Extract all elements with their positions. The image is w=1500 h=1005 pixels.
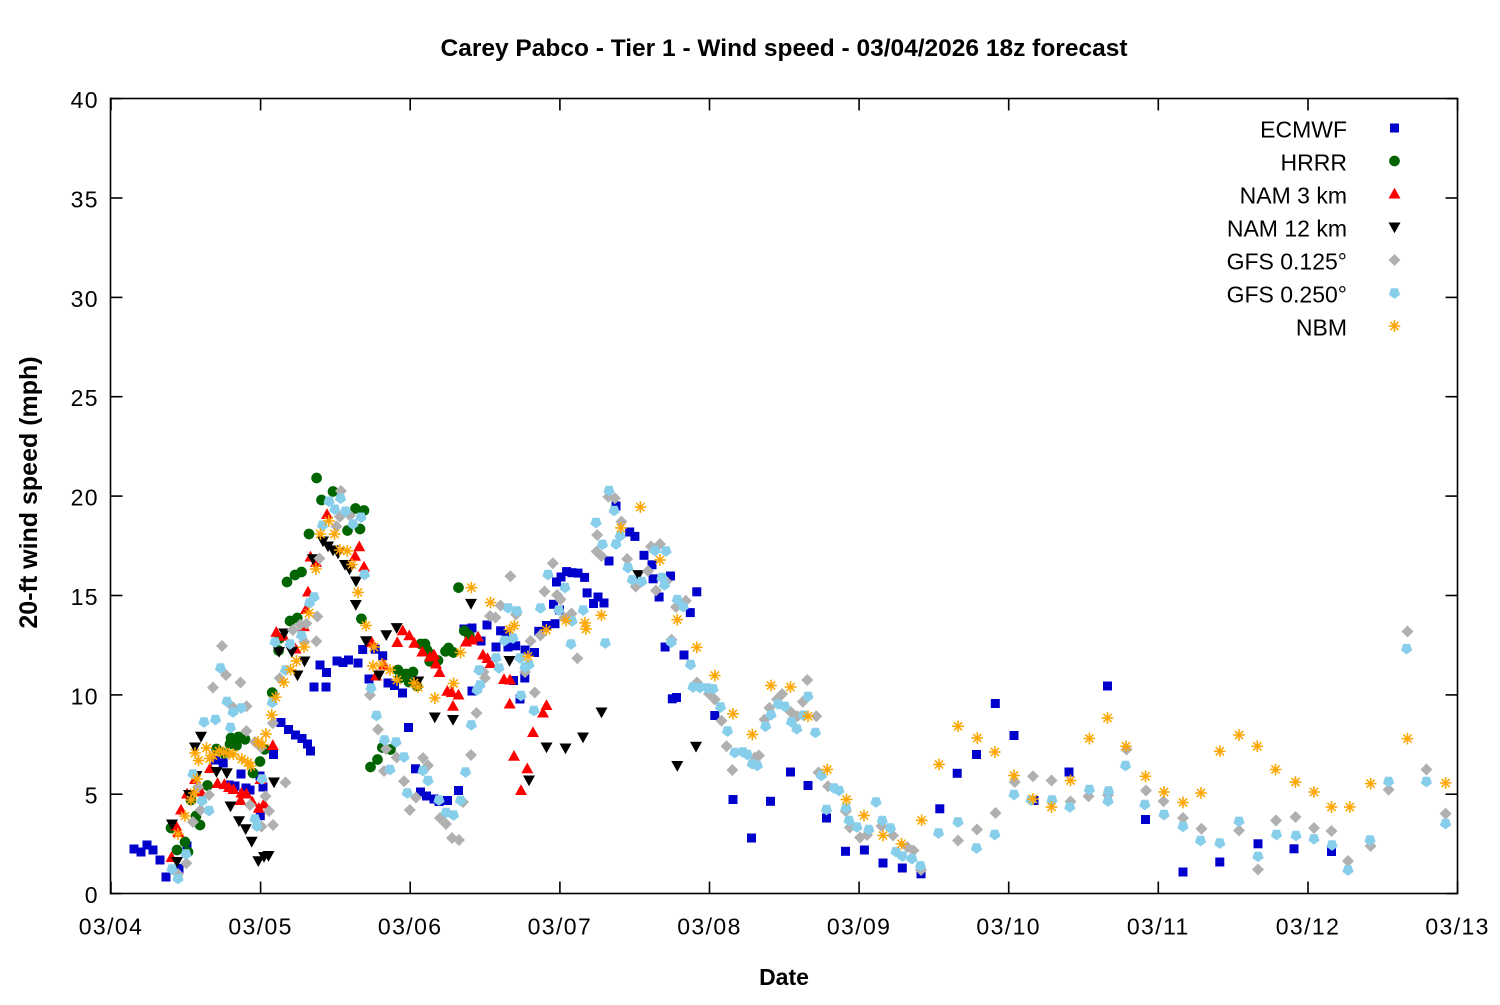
svg-text:03/04: 03/04 bbox=[79, 914, 144, 940]
svg-text:03/12: 03/12 bbox=[1276, 914, 1341, 940]
svg-text:20-ft wind speed (mph): 20-ft wind speed (mph) bbox=[15, 356, 43, 628]
svg-text:ECMWF: ECMWF bbox=[1260, 116, 1347, 142]
svg-text:GFS 0.125°: GFS 0.125° bbox=[1227, 248, 1347, 274]
svg-text:03/05: 03/05 bbox=[228, 914, 293, 940]
svg-text:Carey Pabco - Tier 1 - Wind sp: Carey Pabco - Tier 1 - Wind speed - 03/0… bbox=[441, 35, 1128, 62]
svg-text:25: 25 bbox=[71, 385, 99, 411]
svg-text:40: 40 bbox=[71, 87, 99, 113]
svg-text:GFS 0.250°: GFS 0.250° bbox=[1227, 281, 1347, 307]
svg-text:HRRR: HRRR bbox=[1281, 149, 1347, 175]
svg-text:03/10: 03/10 bbox=[976, 914, 1041, 940]
svg-text:03/09: 03/09 bbox=[827, 914, 892, 940]
svg-text:10: 10 bbox=[71, 683, 99, 709]
svg-text:03/13: 03/13 bbox=[1425, 914, 1490, 940]
svg-text:03/08: 03/08 bbox=[677, 914, 742, 940]
svg-text:03/06: 03/06 bbox=[378, 914, 443, 940]
svg-text:03/07: 03/07 bbox=[528, 914, 593, 940]
svg-text:03/11: 03/11 bbox=[1127, 914, 1190, 940]
svg-text:5: 5 bbox=[85, 783, 99, 809]
svg-text:0: 0 bbox=[85, 882, 99, 908]
svg-text:NAM 12 km: NAM 12 km bbox=[1227, 215, 1347, 241]
svg-text:NAM 3 km: NAM 3 km bbox=[1240, 182, 1347, 208]
svg-text:30: 30 bbox=[71, 286, 99, 312]
svg-text:NBM: NBM bbox=[1296, 314, 1347, 340]
svg-text:Date: Date bbox=[759, 964, 809, 990]
svg-text:35: 35 bbox=[71, 187, 99, 213]
svg-text:20: 20 bbox=[71, 485, 99, 511]
svg-text:15: 15 bbox=[71, 584, 99, 610]
